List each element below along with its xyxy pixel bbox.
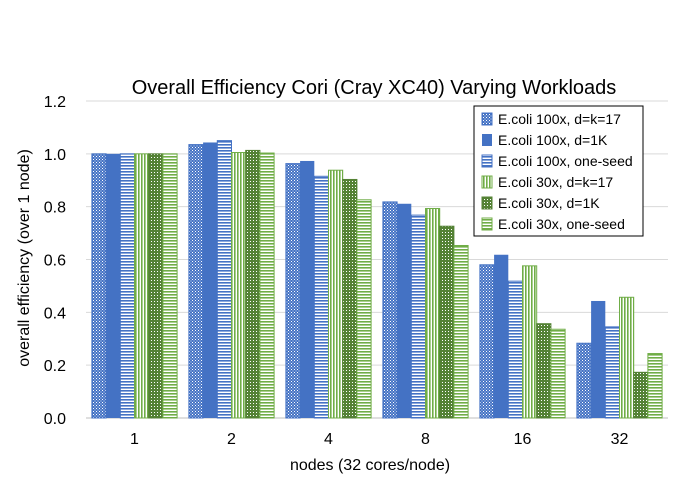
bars bbox=[91, 140, 663, 419]
x-axis-title: nodes (32 cores/node) bbox=[290, 457, 450, 474]
legend-swatch bbox=[481, 217, 493, 231]
y-tick-label: 1.0 bbox=[44, 147, 66, 164]
bar bbox=[410, 214, 426, 419]
bar bbox=[507, 280, 523, 419]
bar bbox=[604, 326, 620, 419]
bar bbox=[119, 153, 136, 419]
x-tick-label: 1 bbox=[130, 431, 139, 448]
legend-label: E.coli 30x, d=1K bbox=[498, 195, 600, 211]
y-tick-label: 0.0 bbox=[44, 411, 66, 428]
legend-label: E.coli 30x, one-seed bbox=[498, 216, 625, 232]
y-tick-label: 1.2 bbox=[44, 94, 66, 111]
legend-box bbox=[473, 105, 644, 237]
bar bbox=[342, 178, 358, 419]
bar bbox=[382, 201, 398, 419]
chart-title: Overall Efficiency Cori (Cray XC40) Vary… bbox=[132, 77, 617, 99]
y-tick-label: 0.2 bbox=[44, 358, 66, 375]
bar bbox=[328, 169, 344, 419]
y-tick-label: 0.8 bbox=[44, 200, 66, 217]
bar bbox=[259, 152, 275, 419]
legend-swatch bbox=[481, 196, 493, 210]
y-tick-labels: 0.0 0.2 0.4 0.6 0.8 1.0 1.2 bbox=[44, 94, 66, 428]
bar bbox=[300, 160, 315, 419]
bar bbox=[494, 254, 509, 418]
bar bbox=[245, 149, 261, 419]
bar bbox=[425, 208, 441, 419]
legend-swatch bbox=[481, 175, 493, 189]
bar bbox=[203, 142, 218, 418]
legend-label: E.coli 30x, d=k=17 bbox=[498, 174, 613, 190]
bar bbox=[397, 203, 412, 418]
bar bbox=[216, 140, 233, 419]
bar bbox=[439, 225, 455, 419]
legend-label: E.coli 100x, one-seed bbox=[498, 153, 633, 169]
bar bbox=[285, 163, 301, 419]
x-tick-label: 32 bbox=[611, 431, 629, 448]
bar bbox=[479, 264, 495, 419]
bar bbox=[536, 323, 552, 419]
bar bbox=[162, 153, 178, 419]
x-tick-label: 2 bbox=[227, 431, 236, 448]
x-tick-label: 16 bbox=[514, 431, 532, 448]
bar bbox=[522, 265, 538, 419]
bar bbox=[231, 152, 247, 419]
legend: E.coli 100x, d=k=17 E.coli 100x, d=1K E.co… bbox=[473, 105, 644, 237]
bar bbox=[134, 153, 150, 419]
bar bbox=[453, 244, 469, 419]
bar bbox=[591, 300, 606, 418]
bar bbox=[647, 353, 663, 419]
y-axis-title: overall efficiency (over 1 node) bbox=[16, 149, 33, 367]
bar bbox=[106, 153, 121, 419]
legend-label: E.coli 100x, d=1K bbox=[498, 132, 608, 148]
bar bbox=[356, 199, 372, 419]
bar bbox=[576, 342, 592, 419]
y-tick-label: 0.6 bbox=[44, 253, 66, 270]
x-tick-label: 8 bbox=[421, 431, 430, 448]
legend-swatch bbox=[481, 112, 493, 126]
grid-lines bbox=[86, 100, 668, 419]
x-tick-label: 4 bbox=[324, 431, 333, 448]
bar bbox=[550, 328, 566, 419]
bar bbox=[633, 371, 649, 419]
bar bbox=[148, 153, 164, 419]
bar bbox=[619, 296, 635, 419]
x-tick-labels: 1 2 4 8 16 32 bbox=[130, 431, 628, 448]
legend-swatch bbox=[482, 134, 492, 146]
legend-label: E.coli 100x, d=k=17 bbox=[498, 111, 621, 127]
y-tick-label: 0.4 bbox=[44, 305, 66, 322]
bar bbox=[91, 153, 107, 419]
bar bbox=[313, 175, 329, 419]
bar bbox=[188, 144, 204, 419]
legend-swatch bbox=[481, 154, 493, 168]
